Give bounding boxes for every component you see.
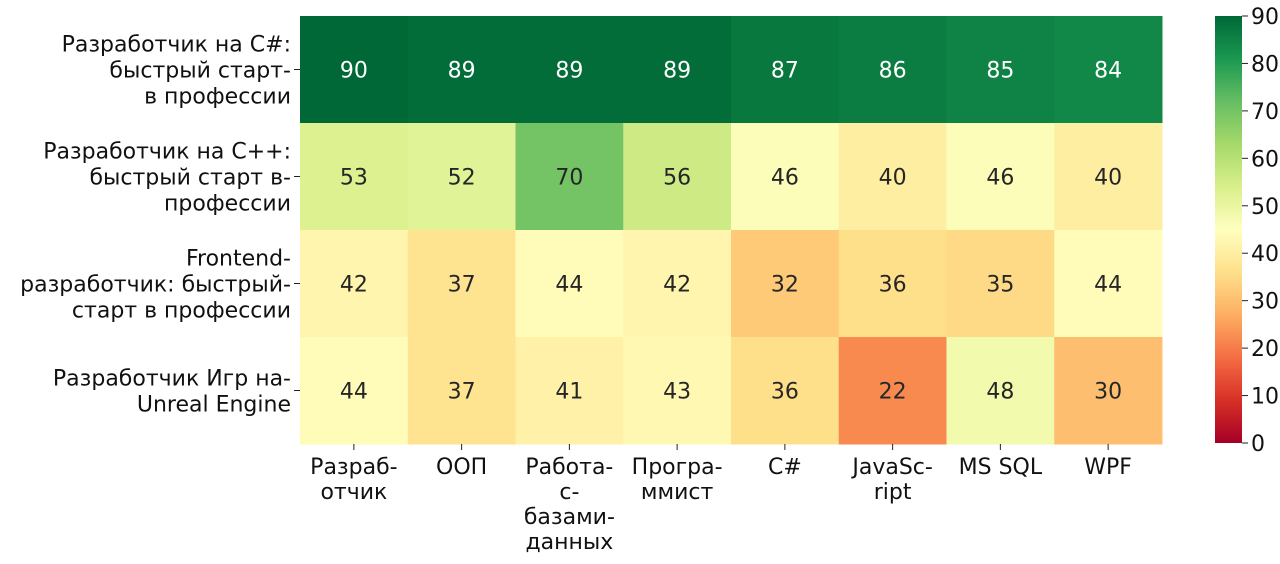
cell-value-label: 41 [555, 380, 583, 405]
x-tick-label: JavaSc-ript [850, 455, 932, 505]
cell-value-label: 37 [448, 380, 476, 405]
colorbar-tick-label: 60 [1251, 147, 1279, 172]
cell-value-label: 56 [663, 166, 691, 191]
colorbar-tick-label: 70 [1251, 100, 1279, 125]
colorbar: 0 10 20 30 40 50 60 70 80 90 [1215, 5, 1279, 457]
cell-value-label: 89 [448, 59, 476, 84]
x-tick-label: MS SQL [959, 455, 1043, 480]
heatmap-cell [300, 230, 409, 338]
x-tick-label: Програ-ммист [632, 455, 723, 505]
cell-value-label: 22 [879, 380, 907, 405]
cell-value-label: 44 [555, 273, 583, 298]
heatmap-cell-labels: 90 89 89 89 87 86 85 84 53 52 70 56 46 40 46 40 42 37 44 42… [340, 59, 1122, 405]
cell-value-label: 35 [986, 273, 1014, 298]
heatmap-cell [515, 123, 624, 231]
cell-value-label: 87 [771, 59, 799, 84]
heatmap-cell [623, 337, 732, 445]
heatmap-cell [300, 123, 409, 231]
x-tick-label: ООП [436, 455, 487, 480]
heatmap-cell [946, 337, 1055, 445]
heatmap-cell [623, 230, 732, 338]
cell-value-label: 30 [1094, 380, 1122, 405]
cell-value-label: 42 [340, 273, 368, 298]
colorbar-tick-label: 30 [1251, 290, 1279, 315]
colorbar-tick-label: 80 [1251, 52, 1279, 77]
heatmap-cell [623, 16, 732, 124]
heatmap-cell [515, 337, 624, 445]
y-axis: Разработчик на C#: быстрый старт-в профес… [20, 33, 300, 418]
heatmap-cell [407, 230, 516, 338]
cell-value-label: 44 [340, 380, 368, 405]
colorbar-tick-label: 20 [1251, 337, 1279, 362]
cell-value-label: 43 [663, 380, 691, 405]
cell-value-label: 89 [555, 59, 583, 84]
heatmap-cell [838, 337, 947, 445]
heatmap-cell [1054, 230, 1163, 338]
colorbar-tick-label: 0 [1251, 432, 1265, 457]
x-axis: Разраб-отчик ООП Работа-с-базами-данных Про… [310, 444, 1132, 555]
y-tick-label: Frontend-разработчик: быстрый-старт в пр… [20, 247, 291, 324]
cell-value-label: 86 [879, 59, 907, 84]
heatmap-cell [946, 230, 1055, 338]
x-tick-label: C# [768, 455, 802, 480]
heatmap-cell [731, 16, 840, 124]
heatmap-cell [946, 123, 1055, 231]
cell-value-label: 36 [771, 380, 799, 405]
heatmap-cell [515, 16, 624, 124]
cell-value-label: 40 [879, 166, 907, 191]
cell-value-label: 89 [663, 59, 691, 84]
cell-value-label: 52 [448, 166, 476, 191]
cell-value-label: 84 [1094, 59, 1122, 84]
heatmap-cell [838, 230, 947, 338]
cell-value-label: 32 [771, 273, 799, 298]
colorbar-gradient [1215, 16, 1242, 443]
heatmap-cell [731, 230, 840, 338]
heatmap-cell [1054, 123, 1163, 231]
cell-value-label: 40 [1094, 166, 1122, 191]
x-tick-label: Работа-с-базами-данных [524, 455, 615, 555]
heatmap-cell [731, 337, 840, 445]
heatmap-cell [1054, 16, 1163, 124]
y-tick-label: Разработчик на C++: быстрый старт в-профе… [43, 140, 291, 217]
cell-value-label: 44 [1094, 273, 1122, 298]
heatmap-cell [407, 123, 516, 231]
cell-value-label: 90 [340, 59, 368, 84]
cell-value-label: 46 [986, 166, 1014, 191]
heatmap-cell [1054, 337, 1163, 445]
y-tick-label: Разработчик Игр на-Unreal Engine [53, 367, 291, 418]
heatmap-cell [300, 337, 409, 445]
heatmap-cell [407, 16, 516, 124]
heatmap-cell [300, 16, 409, 124]
cell-value-label: 85 [986, 59, 1014, 84]
x-tick-label: Разраб-отчик [310, 455, 397, 505]
cell-value-label: 36 [879, 273, 907, 298]
cell-value-label: 53 [340, 166, 368, 191]
colorbar-tick-label: 40 [1251, 242, 1279, 267]
cell-value-label: 42 [663, 273, 691, 298]
cell-value-label: 48 [986, 380, 1014, 405]
colorbar-tick-label: 10 [1251, 385, 1279, 410]
y-tick-label: Разработчик на C#: быстрый старт-в профес… [62, 33, 291, 110]
cell-value-label: 46 [771, 166, 799, 191]
heatmap-cell [623, 123, 732, 231]
colorbar-tick-label: 90 [1251, 5, 1279, 30]
heatmap-cells [300, 16, 1163, 445]
heatmap-cell [515, 230, 624, 338]
x-tick-label: WPF [1084, 455, 1132, 480]
heatmap-cell [946, 16, 1055, 124]
heatmap-cell [838, 123, 947, 231]
cell-value-label: 70 [555, 166, 583, 191]
heatmap-cell [407, 337, 516, 445]
heatmap-cell [838, 16, 947, 124]
colorbar-tick-label: 50 [1251, 195, 1279, 220]
cell-value-label: 37 [448, 273, 476, 298]
heatmap-cell [731, 123, 840, 231]
